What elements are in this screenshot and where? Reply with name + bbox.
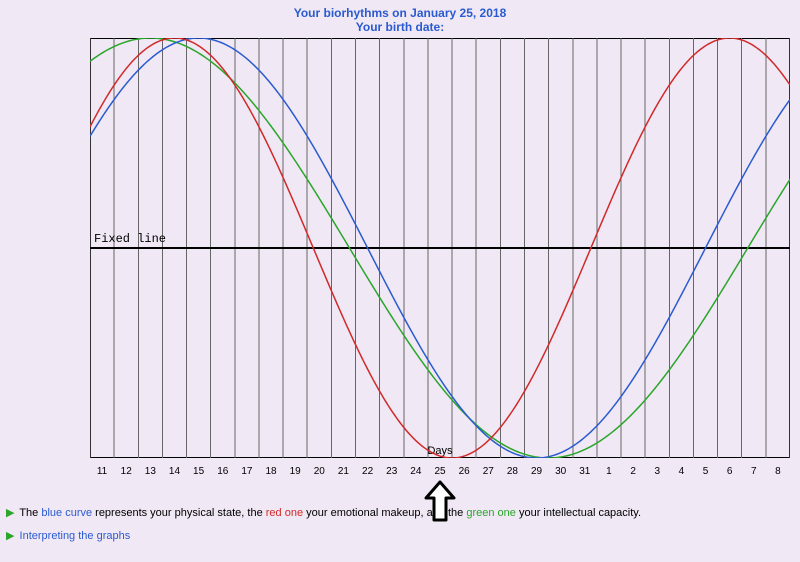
bullet-icon: ▶ — [6, 530, 14, 542]
page-subtitle: Your birth date: — [0, 20, 800, 34]
svg-text:Fixed line: Fixed line — [94, 232, 166, 246]
x-axis-tick-labels: 1112131415161718192021222324252627282930… — [90, 466, 790, 484]
biorhythm-chart: Fixed lineDays 1112131415161718192021222… — [90, 38, 800, 458]
bullet-icon: ▶ — [6, 507, 14, 519]
legend-text: The blue curve represents your physical … — [19, 507, 641, 519]
svg-text:Days: Days — [427, 445, 453, 457]
page-title: Your biorhythms on January 25, 2018 — [0, 6, 800, 20]
legend-line: ▶ The blue curve represents your physica… — [6, 506, 800, 521]
interpreting-link[interactable]: Interpreting the graphs — [20, 530, 131, 542]
